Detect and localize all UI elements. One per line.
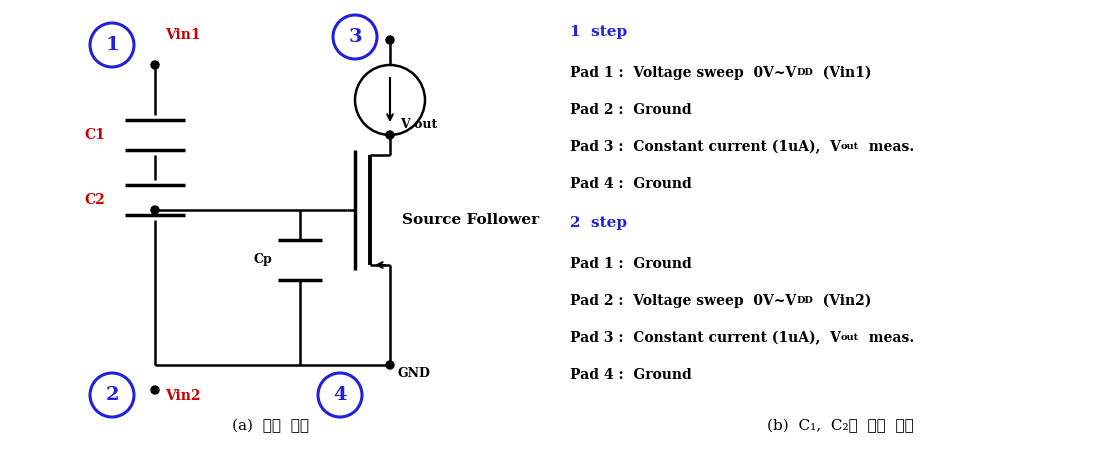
Circle shape [386, 36, 394, 44]
Text: (Vin1): (Vin1) [813, 66, 871, 80]
Circle shape [386, 131, 394, 139]
Text: GND: GND [398, 367, 431, 380]
Circle shape [151, 61, 159, 69]
Text: C1: C1 [84, 128, 105, 142]
Text: 2  step: 2 step [570, 216, 627, 230]
Text: 4: 4 [333, 386, 346, 404]
Text: out: out [841, 142, 859, 152]
Text: (Vin2): (Vin2) [813, 294, 871, 308]
Text: Vin2: Vin2 [165, 389, 200, 403]
Text: V out: V out [400, 118, 437, 131]
Text: Source Follower: Source Follower [402, 213, 540, 227]
Text: DD: DD [796, 296, 813, 305]
Text: Vin1: Vin1 [165, 28, 201, 42]
Text: out: out [841, 334, 859, 343]
Text: 3: 3 [349, 28, 362, 46]
Text: 1: 1 [105, 36, 118, 54]
Text: Cp: Cp [254, 253, 273, 267]
Text: C2: C2 [84, 193, 105, 207]
Text: Pad 2 :  Voltage sweep  0V~V: Pad 2 : Voltage sweep 0V~V [570, 294, 796, 308]
Circle shape [151, 206, 159, 214]
Text: meas.: meas. [859, 331, 914, 345]
Text: (b)  C₁,  C₂의  동작  원리: (b) C₁, C₂의 동작 원리 [766, 419, 914, 433]
Circle shape [386, 361, 394, 369]
Text: (a)  회로  구성: (a) 회로 구성 [231, 419, 308, 433]
Text: 1  step: 1 step [570, 25, 627, 39]
Text: meas.: meas. [859, 140, 914, 154]
Text: Pad 1 :  Ground: Pad 1 : Ground [570, 257, 691, 271]
Text: 2: 2 [105, 386, 118, 404]
Text: Pad 2 :  Ground: Pad 2 : Ground [570, 103, 691, 117]
Text: DD: DD [796, 68, 813, 77]
Text: Pad 1 :  Voltage sweep  0V~V: Pad 1 : Voltage sweep 0V~V [570, 66, 796, 80]
Text: Pad 4 :  Ground: Pad 4 : Ground [570, 368, 691, 382]
Text: Pad 4 :  Ground: Pad 4 : Ground [570, 177, 691, 191]
Circle shape [151, 386, 159, 394]
Text: Pad 3 :  Constant current (1uA),  V: Pad 3 : Constant current (1uA), V [570, 331, 841, 345]
Text: Pad 3 :  Constant current (1uA),  V: Pad 3 : Constant current (1uA), V [570, 140, 841, 154]
